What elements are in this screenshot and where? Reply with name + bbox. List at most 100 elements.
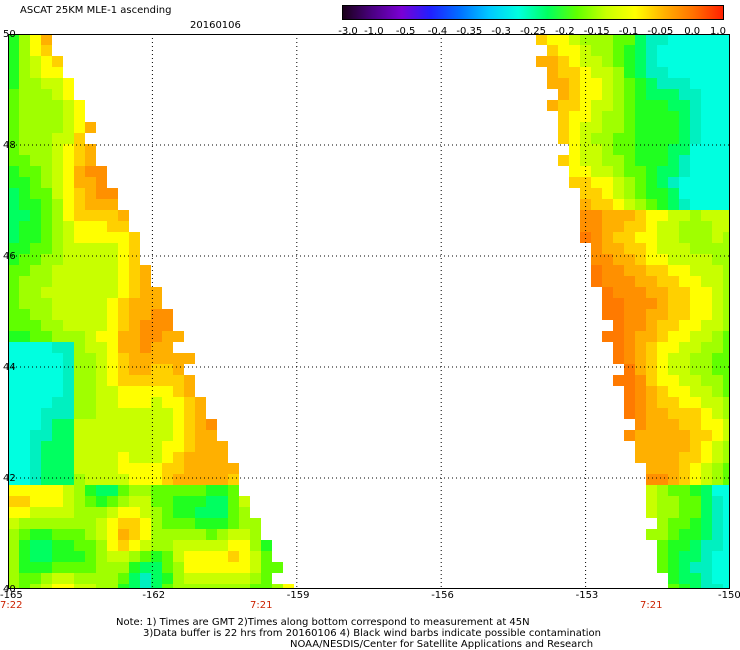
swath-cell: [52, 408, 63, 419]
swath-cell: [52, 199, 63, 210]
swath-cell: [184, 452, 195, 463]
swath-cell: [173, 364, 184, 375]
swath-cell: [624, 45, 635, 56]
swath-cell: [162, 551, 173, 562]
latitude-label: 50: [3, 29, 16, 40]
swath-cell: [63, 111, 74, 122]
swath-cell: [162, 573, 173, 584]
swath-cell: [52, 441, 63, 452]
swath-cell: [151, 408, 162, 419]
swath-cell: [712, 551, 723, 562]
swath-cell: [107, 199, 118, 210]
swath-cell: [701, 78, 712, 89]
swath-cell: [635, 375, 646, 386]
swath-cell: [140, 397, 151, 408]
swath-cell: [52, 144, 63, 155]
swath-cell: [690, 111, 701, 122]
swath-cell: [635, 188, 646, 199]
swath-cell: [690, 441, 701, 452]
swath-cell: [96, 573, 107, 584]
swath-cell: [151, 353, 162, 364]
swath-cell: [8, 342, 19, 353]
swath-cell: [195, 397, 206, 408]
swath-cell: [701, 133, 712, 144]
swath-cell: [118, 342, 129, 353]
swath-cell: [19, 375, 30, 386]
map-frame: [8, 34, 730, 589]
swath-cell: [63, 375, 74, 386]
longitude-label: -159: [286, 590, 310, 601]
swath-cell: [569, 34, 580, 45]
swath-cell: [657, 518, 668, 529]
swath-cell: [613, 199, 624, 210]
swath-cell: [74, 298, 85, 309]
swath-cell: [74, 584, 85, 589]
swath-cell: [19, 430, 30, 441]
swath-cell: [646, 342, 657, 353]
swath-cell: [668, 78, 679, 89]
swath-cell: [657, 441, 668, 452]
swath-cell: [41, 452, 52, 463]
swath-cell: [712, 386, 723, 397]
swath-cell: [250, 529, 261, 540]
swath-cell: [195, 463, 206, 474]
swath-cell: [30, 551, 41, 562]
swath-cell: [602, 56, 613, 67]
swath-cell: [74, 474, 85, 485]
swath-cell: [30, 34, 41, 45]
swath-cell: [30, 507, 41, 518]
swath-cell: [140, 573, 151, 584]
swath-cell: [613, 111, 624, 122]
swath-cell: [52, 320, 63, 331]
swath-cell: [30, 122, 41, 133]
swath-cell: [668, 265, 679, 276]
swath-cell: [63, 518, 74, 529]
swath-cell: [701, 89, 712, 100]
swath-cell: [712, 34, 723, 45]
swath-cell: [250, 584, 261, 589]
swath-cell: [668, 100, 679, 111]
swath-cell: [19, 133, 30, 144]
swath-cell: [162, 452, 173, 463]
swath-cell: [52, 221, 63, 232]
swath-cell: [30, 320, 41, 331]
swath-cell: [239, 573, 250, 584]
swath-cell: [74, 210, 85, 221]
swath-cell: [30, 430, 41, 441]
swath-cell: [602, 210, 613, 221]
swath-cell: [206, 496, 217, 507]
swath-cell: [140, 430, 151, 441]
swath-cell: [8, 419, 19, 430]
swath-cell: [107, 584, 118, 589]
swath-cell: [679, 584, 690, 589]
swath-cell: [151, 551, 162, 562]
swath-cell: [52, 78, 63, 89]
swath-cell: [30, 529, 41, 540]
swath-cell: [63, 265, 74, 276]
color-scale-label: -0.15: [583, 26, 610, 37]
swath-cell: [613, 166, 624, 177]
swath-cell: [74, 309, 85, 320]
swath-cell: [85, 188, 96, 199]
swath-cell: [624, 188, 635, 199]
swath-cell: [657, 452, 668, 463]
swath-cell: [591, 155, 602, 166]
swath-cell: [52, 133, 63, 144]
swath-cell: [63, 177, 74, 188]
swath-cell: [162, 540, 173, 551]
swath-cell: [96, 276, 107, 287]
swath-cell: [701, 430, 712, 441]
swath-cell: [19, 540, 30, 551]
swath-cell: [63, 496, 74, 507]
swath-cell: [8, 89, 19, 100]
swath-cell: [646, 210, 657, 221]
swath-cell: [712, 122, 723, 133]
swath-cell: [668, 232, 679, 243]
swath-cell: [679, 232, 690, 243]
swath-cell: [558, 34, 569, 45]
swath-cell: [118, 221, 129, 232]
swath-cell: [657, 122, 668, 133]
swath-cell: [668, 529, 679, 540]
swath-cell: [657, 430, 668, 441]
swath-cell: [613, 133, 624, 144]
